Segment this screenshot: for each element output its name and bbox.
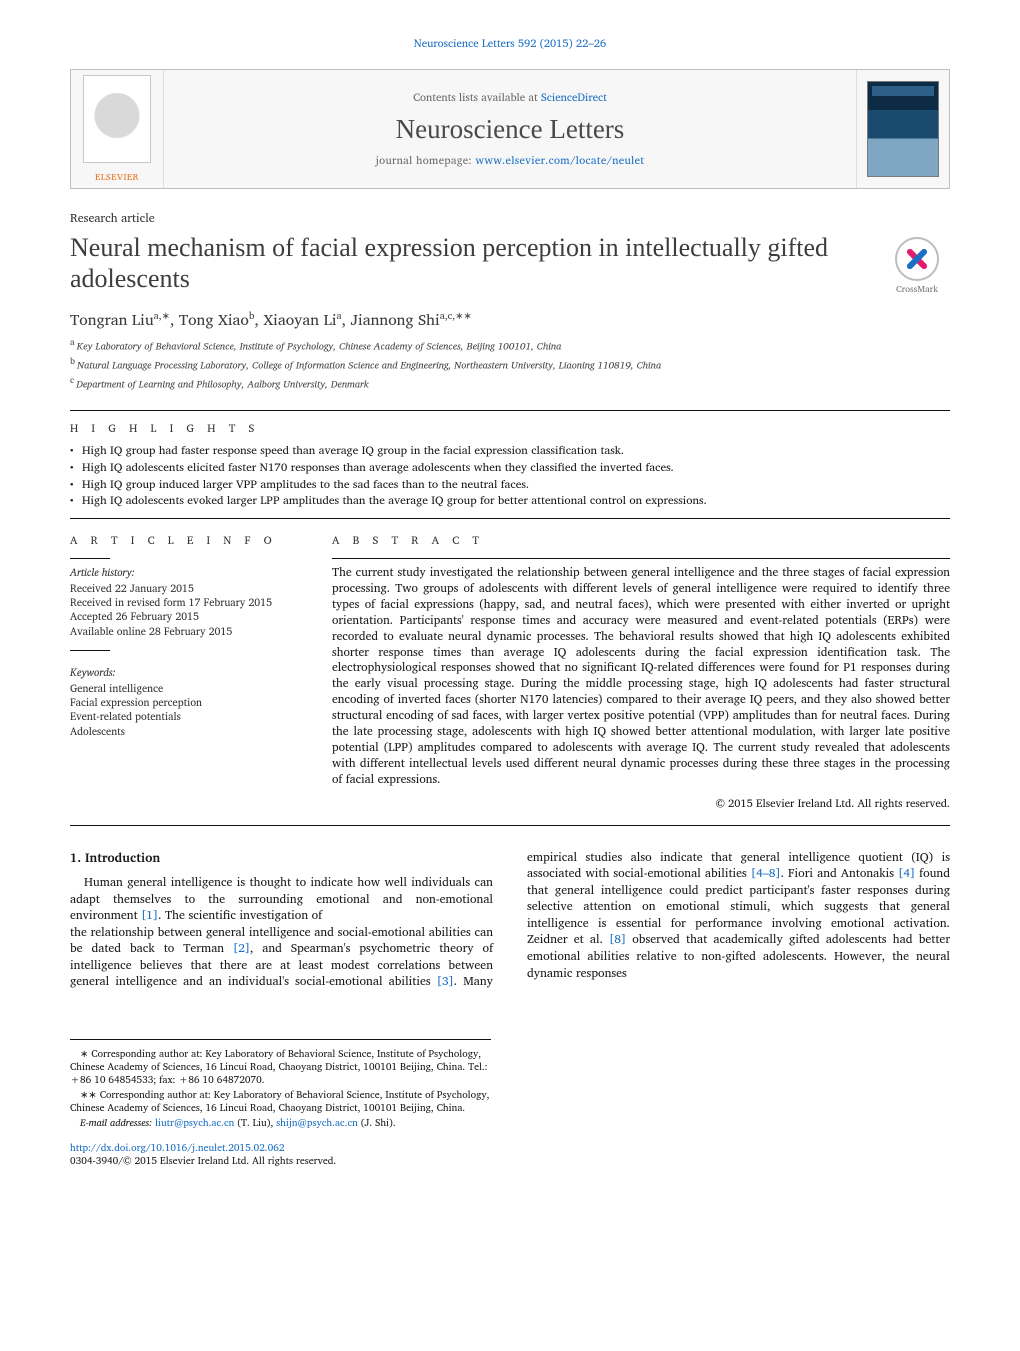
crossmark-badge[interactable]: CrossMark — [884, 237, 950, 295]
journal-citation-link[interactable]: Neuroscience Letters 592 (2015) 22–26 — [414, 34, 606, 52]
journal-cover-slot — [857, 70, 949, 188]
body-two-column: 1. Introduction Human general intelligen… — [70, 850, 950, 991]
author-2-aff: b — [249, 308, 255, 324]
emails-label: E-mail addresses: — [80, 1115, 155, 1131]
footnote-corr-2: ∗∗ Corresponding author at: Key Laborato… — [70, 1089, 491, 1115]
rule — [70, 558, 110, 559]
publisher-brand: ELSEVIER — [95, 171, 139, 183]
author-1-corr-mark: ∗ — [162, 308, 170, 324]
sciencedirect-link[interactable]: ScienceDirect — [541, 88, 607, 106]
footnote-corr-1: ∗ Corresponding author at: Key Laborator… — [70, 1048, 491, 1087]
highlights-list: High IQ group had faster response speed … — [70, 443, 950, 510]
article-info-heading: A R T I C L E I N F O — [70, 533, 298, 548]
affiliation-b: Natural Language Processing Laboratory, … — [77, 357, 661, 373]
article-type: Research article — [70, 211, 950, 227]
journal-homepage: journal homepage: www.elsevier.com/locat… — [376, 153, 645, 168]
email-who-1: (T. Liu), — [234, 1115, 276, 1131]
author-4-aff: a,c, — [440, 308, 455, 324]
section-heading-intro: 1. Introduction — [70, 850, 493, 867]
article-info-column: A R T I C L E I N F O Article history: R… — [70, 533, 298, 811]
intro-paragraph-1: Human general intelligence is thought to… — [70, 875, 493, 925]
footnote-emails: E-mail addresses: liutr@psych.ac.cn (T. … — [70, 1117, 491, 1130]
author-4-corr-mark: ∗∗ — [455, 308, 472, 324]
history-line: Available online 28 February 2015 — [70, 624, 298, 638]
elsevier-tree-icon — [83, 75, 151, 163]
crossmark-icon — [895, 237, 939, 281]
abstract-heading: A B S T R A C T — [332, 533, 950, 548]
highlights-heading: H I G H L I G H T S — [70, 421, 950, 436]
author-3: Xiaoyan Li — [263, 306, 336, 332]
author-2: Tong Xiao — [179, 306, 249, 332]
ref-link-3[interactable]: [3] — [437, 972, 454, 991]
abstract-text: The current study investigated the relat… — [332, 565, 950, 788]
keyword: Adolescents — [70, 724, 298, 738]
author-list: Tongran Liua,∗, Tong Xiaob, Xiaoyan Lia,… — [70, 309, 950, 330]
affiliation-c: Department of Learning and Philosophy, A… — [76, 376, 369, 392]
article-title: Neural mechanism of facial expression pe… — [70, 233, 868, 294]
abstract-copyright: © 2015 Elsevier Ireland Ltd. All rights … — [332, 796, 950, 811]
journal-citation: Neuroscience Letters 592 (2015) 22–26 — [70, 36, 950, 51]
publisher-logo-slot: ELSEVIER — [71, 70, 163, 188]
author-1: Tongran Liu — [70, 306, 154, 332]
abstract-column: A B S T R A C T The current study invest… — [332, 533, 950, 811]
rule — [70, 825, 950, 826]
author-4: Jiannong Shi — [351, 306, 440, 332]
bottom-meta: http://dx.doi.org/10.1016/j.neulet.2015.… — [70, 1142, 491, 1168]
journal-cover-thumb — [867, 81, 939, 177]
journal-header-card: ELSEVIER Contents lists available at Sci… — [70, 69, 950, 189]
article-history: Article history: Received 22 January 201… — [70, 565, 298, 638]
journal-header-mid: Contents lists available at ScienceDirec… — [163, 70, 857, 188]
contents-prefix: Contents lists available at — [413, 88, 541, 106]
rule — [70, 650, 110, 651]
author-1-aff: a, — [154, 308, 162, 324]
keywords-block: Keywords: General intelligence Facial ex… — [70, 665, 298, 738]
contents-line: Contents lists available at ScienceDirec… — [413, 90, 607, 105]
crossmark-label: CrossMark — [896, 283, 938, 295]
footnotes: ∗ Corresponding author at: Key Laborator… — [70, 1039, 491, 1130]
issn-copyright: 0304-3940/© 2015 Elsevier Ireland Ltd. A… — [70, 1155, 491, 1168]
article-history-label: Article history: — [70, 565, 298, 579]
highlight-item: High IQ adolescents evoked larger LPP am… — [70, 493, 950, 510]
rule — [332, 558, 950, 559]
email-link-2[interactable]: shijn@psych.ac.cn — [276, 1115, 358, 1131]
rule — [70, 518, 950, 519]
journal-name: Neuroscience Letters — [396, 111, 625, 147]
affiliations: aKey Laboratory of Behavioral Science, I… — [70, 336, 950, 391]
email-who-2: (J. Shi). — [358, 1115, 396, 1131]
homepage-prefix: journal homepage: — [376, 151, 476, 169]
keywords-label: Keywords: — [70, 665, 298, 679]
affiliation-a: Key Laboratory of Behavioral Science, In… — [77, 338, 562, 354]
rule — [70, 410, 950, 411]
email-link-1[interactable]: liutr@psych.ac.cn — [155, 1115, 234, 1131]
homepage-link[interactable]: www.elsevier.com/locate/neulet — [475, 151, 644, 169]
author-3-aff: a — [337, 308, 342, 324]
